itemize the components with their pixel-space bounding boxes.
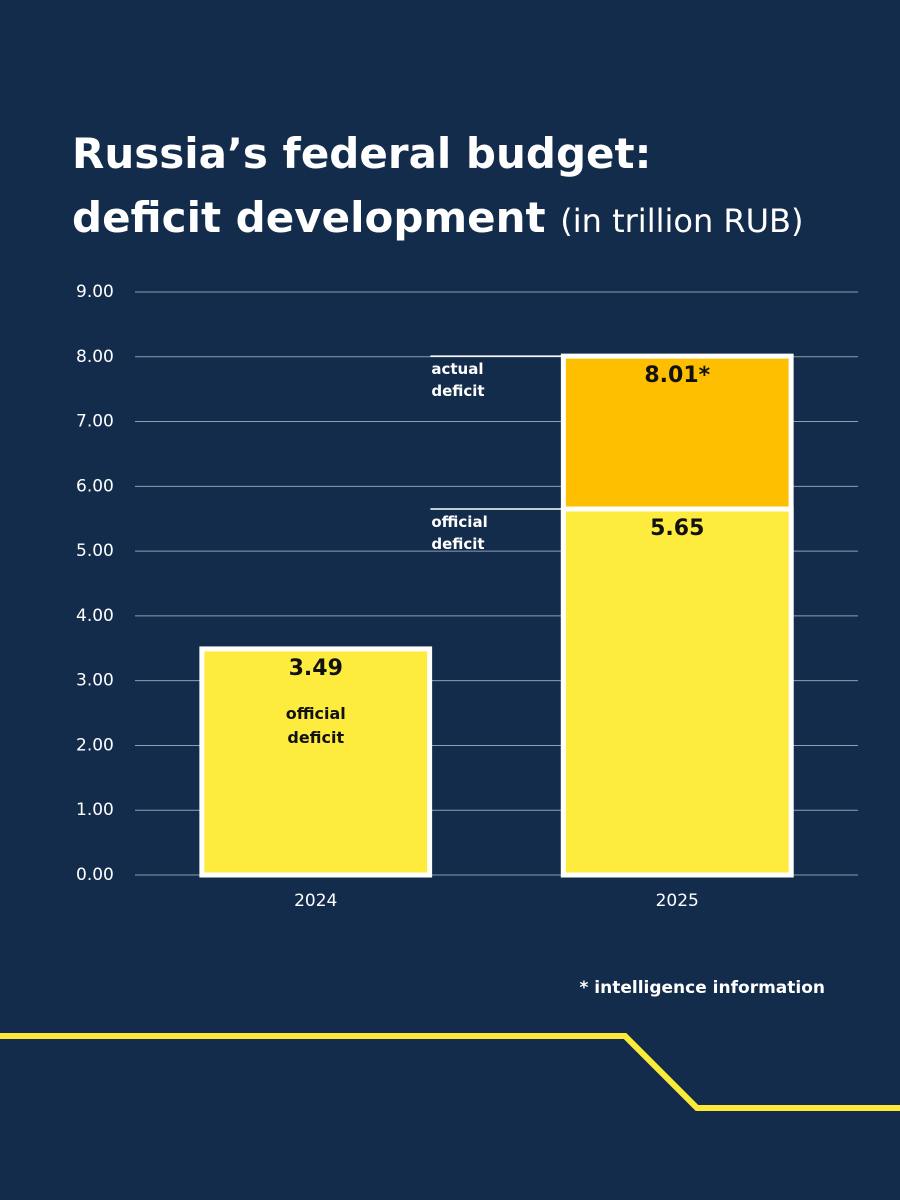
y-tick-label: 8.00 [76, 347, 114, 367]
title-block: Russia’s federal budget: deficit develop… [72, 122, 892, 253]
y-tick-label: 9.00 [76, 282, 114, 302]
bar [560, 506, 794, 878]
chart-title: Russia’s federal budget: deficit develop… [72, 129, 652, 242]
y-tick-label: 2.00 [76, 735, 114, 755]
y-tick-label: 1.00 [76, 800, 114, 820]
value-label: 8.01* [644, 363, 710, 388]
y-tick-label: 6.00 [76, 476, 114, 496]
y-tick-label: 4.00 [76, 606, 114, 626]
y-tick-label: 5.00 [76, 541, 114, 561]
value-label: 5.65 [650, 516, 704, 541]
x-tick-label: 2025 [656, 891, 699, 911]
y-tick-label: 0.00 [76, 865, 114, 885]
chart-subtitle: (in trillion RUB) [560, 202, 804, 240]
y-tick-label: 7.00 [76, 412, 114, 432]
series-label: official deficit [285, 703, 346, 747]
series-label: official deficit [431, 513, 488, 553]
x-tick-label: 2024 [294, 891, 337, 911]
series-label: actual deficit [431, 360, 485, 401]
footnote: * intelligence information [579, 978, 825, 998]
bar [199, 646, 433, 878]
value-label: 3.49 [289, 656, 343, 681]
y-tick-label: 3.00 [76, 671, 114, 691]
decor-line [0, 1033, 900, 1111]
